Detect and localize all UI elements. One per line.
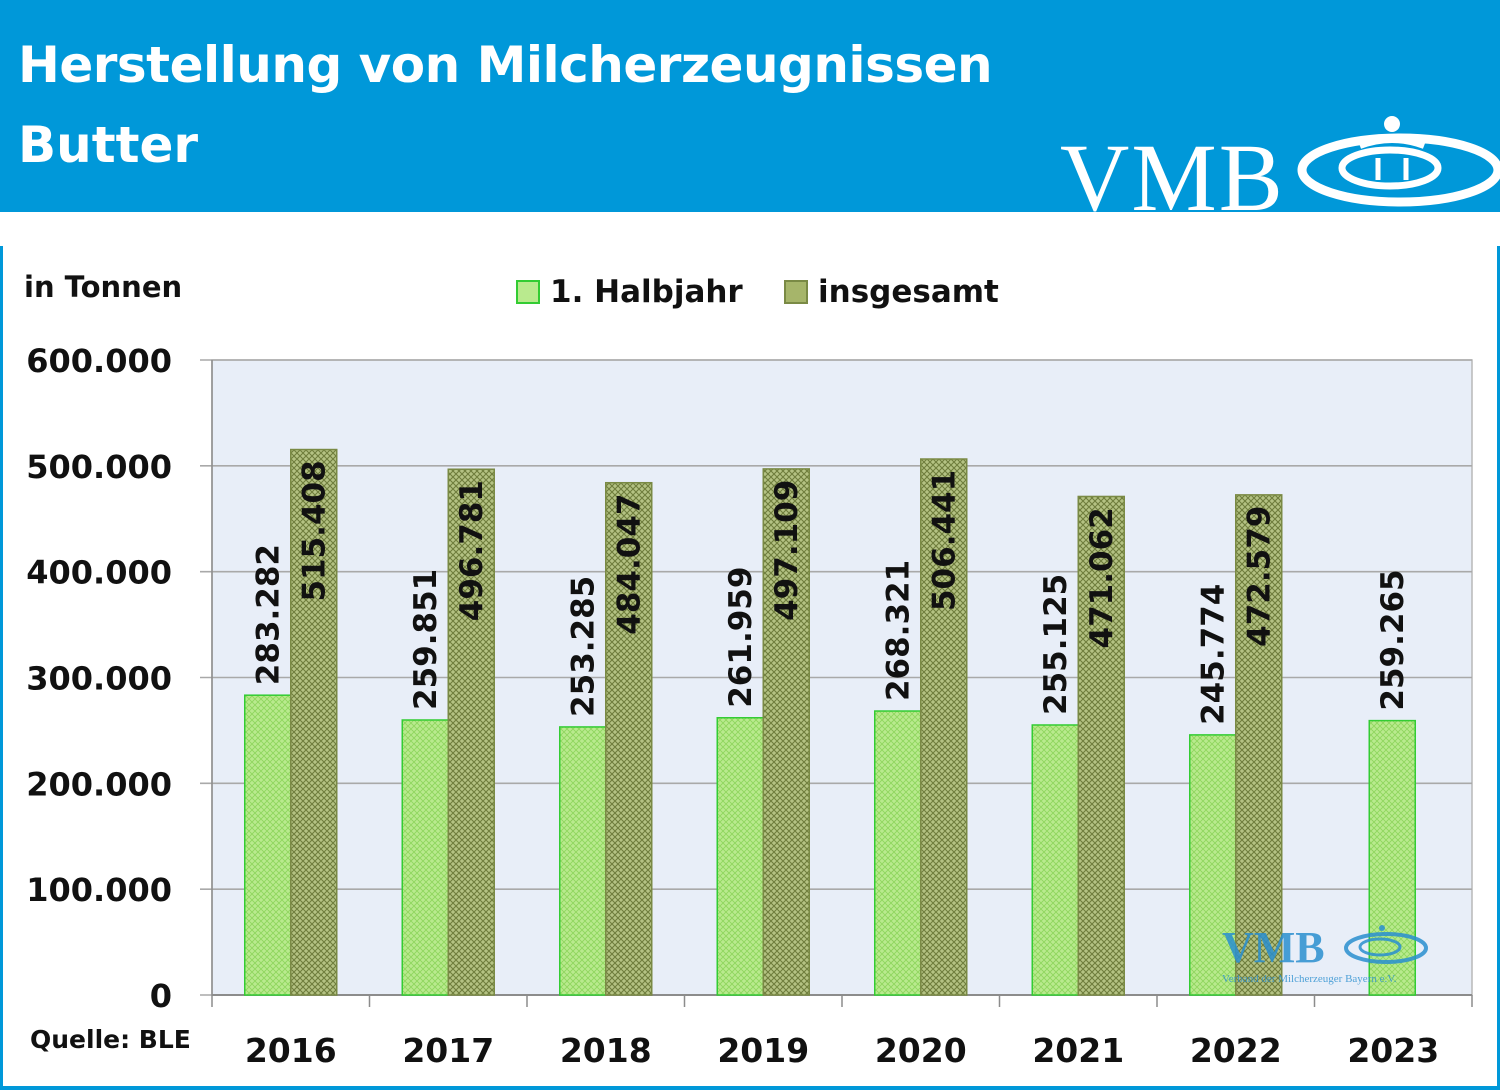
vmb-logo-text: VMB <box>1060 124 1285 212</box>
legend-label-insgesamt: insgesamt <box>818 274 999 310</box>
separator-stripe <box>0 212 1500 246</box>
data-label-halbjahr: 255.125 <box>1038 574 1074 715</box>
data-label-halbjahr: 253.285 <box>566 576 602 717</box>
data-label-insgesamt: 472.579 <box>1242 506 1278 647</box>
bar-halbjahr <box>716 717 764 996</box>
legend-item-insgesamt: insgesamt <box>784 274 999 310</box>
data-label-halbjahr: 245.774 <box>1196 584 1232 725</box>
watermark-caption: Verband der Milcherzeuger Bayern e.V. <box>1222 973 1397 985</box>
bar-halbjahr <box>559 726 607 996</box>
data-label-insgesamt: 506.441 <box>927 470 963 611</box>
y-tick-label: 0 <box>150 977 172 1015</box>
y-tick-label: 500.000 <box>26 448 172 486</box>
legend-item-halbjahr: 1. Halbjahr <box>516 274 743 310</box>
x-tick-label: 2023 <box>1347 1031 1439 1070</box>
x-tick-label: 2019 <box>717 1031 809 1070</box>
data-label-insgesamt: 496.781 <box>454 480 490 621</box>
x-tick-label: 2020 <box>875 1031 967 1070</box>
x-tick-label: 2022 <box>1190 1031 1282 1070</box>
bar-halbjahr <box>1031 724 1079 996</box>
header-banner: Herstellung von Milcherzeugnissen Butter… <box>0 0 1500 212</box>
legend-swatch-insgesamt <box>784 280 808 304</box>
vmb-watermark: VMB Verband der Milcherzeuger Bayern e.V… <box>1222 923 1428 985</box>
watermark-emblem-icon <box>1344 925 1428 964</box>
data-label-insgesamt: 471.062 <box>1084 507 1120 648</box>
bar-halbjahr <box>244 694 292 996</box>
legend-label-halbjahr: 1. Halbjahr <box>550 274 743 310</box>
bar-insgesamt <box>762 468 810 996</box>
y-tick-label: 400.000 <box>26 554 172 592</box>
data-label-halbjahr: 259.265 <box>1375 569 1411 710</box>
unit-label: in Tonnen <box>24 270 183 304</box>
vmb-logo-emblem-icon <box>1297 116 1500 207</box>
x-tick-label: 2021 <box>1032 1031 1124 1070</box>
x-tick-label: 2018 <box>560 1031 652 1070</box>
vmb-logo: VMB <box>1060 116 1500 212</box>
data-label-insgesamt: 497.109 <box>769 480 805 621</box>
data-label-halbjahr: 268.321 <box>881 560 917 701</box>
y-tick-label: 100.000 <box>26 871 172 909</box>
watermark-logo-text: VMB <box>1222 923 1325 972</box>
bar-insgesamt <box>447 468 495 996</box>
data-label-halbjahr: 283.282 <box>251 544 287 685</box>
y-tick-label: 200.000 <box>26 765 172 803</box>
page-subtitle: Butter <box>18 116 199 174</box>
x-tick-label: 2016 <box>245 1031 337 1070</box>
data-label-halbjahr: 259.851 <box>408 569 444 710</box>
data-label-halbjahr: 261.959 <box>723 567 759 708</box>
data-label-insgesamt: 515.408 <box>297 460 333 601</box>
x-tick-label: 2017 <box>402 1031 494 1070</box>
source-label: Quelle: BLE <box>30 1025 191 1054</box>
bar-halbjahr <box>401 719 449 996</box>
bar-insgesamt <box>1077 495 1125 996</box>
bar-halbjahr <box>1189 734 1237 996</box>
data-label-insgesamt: 484.047 <box>612 494 648 635</box>
legend-swatch-halbjahr <box>516 280 540 304</box>
bar-halbjahr <box>1368 719 1416 996</box>
page-title: Herstellung von Milcherzeugnissen <box>18 36 993 94</box>
bar-insgesamt <box>290 448 338 996</box>
y-tick-label: 300.000 <box>26 660 172 698</box>
bar-insgesamt <box>1235 494 1283 996</box>
bar-insgesamt <box>920 458 968 996</box>
bar-insgesamt <box>605 481 653 996</box>
y-tick-label: 600.000 <box>26 342 172 380</box>
bar-halbjahr <box>874 710 922 996</box>
